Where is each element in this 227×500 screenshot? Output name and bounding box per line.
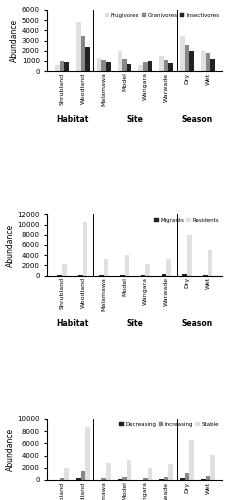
Text: Season: Season bbox=[181, 320, 212, 328]
Bar bbox=[96, 58, 101, 71]
Bar bbox=[83, 222, 87, 276]
Bar bbox=[186, 235, 191, 276]
Legend: Migrants, Residents: Migrants, Residents bbox=[153, 218, 219, 224]
Y-axis label: Abundance: Abundance bbox=[5, 224, 15, 266]
Bar bbox=[122, 60, 126, 71]
Bar bbox=[163, 60, 168, 71]
Legend: Frugivores, Granivores, Insectivores: Frugivores, Granivores, Insectivores bbox=[104, 13, 219, 19]
Bar bbox=[179, 36, 184, 71]
Bar bbox=[106, 62, 110, 71]
Text: Habitat: Habitat bbox=[56, 320, 88, 328]
Bar bbox=[188, 50, 193, 71]
Bar bbox=[143, 62, 147, 71]
Bar bbox=[207, 250, 212, 276]
Bar bbox=[76, 478, 80, 480]
Bar bbox=[117, 479, 122, 480]
Bar bbox=[159, 56, 163, 71]
Bar bbox=[161, 274, 165, 276]
Bar bbox=[99, 275, 103, 276]
Bar bbox=[168, 64, 172, 71]
Bar bbox=[168, 464, 172, 480]
Bar bbox=[59, 478, 64, 480]
Bar bbox=[126, 64, 131, 71]
Y-axis label: Abundance: Abundance bbox=[10, 19, 19, 62]
Bar bbox=[64, 62, 69, 71]
Bar bbox=[80, 472, 85, 480]
Bar bbox=[184, 474, 188, 480]
Bar bbox=[122, 476, 126, 480]
Bar bbox=[117, 50, 122, 71]
Bar bbox=[184, 44, 188, 71]
Bar bbox=[57, 275, 62, 276]
Bar bbox=[62, 264, 66, 276]
Bar bbox=[103, 259, 108, 276]
Text: Site: Site bbox=[126, 115, 143, 124]
Bar bbox=[85, 47, 89, 71]
Text: Site: Site bbox=[126, 320, 143, 328]
Bar bbox=[143, 478, 147, 480]
Bar bbox=[205, 476, 209, 480]
Bar bbox=[147, 62, 152, 71]
Text: Habitat: Habitat bbox=[56, 115, 88, 124]
Bar bbox=[188, 440, 193, 480]
Bar bbox=[85, 427, 89, 480]
Y-axis label: Abundance: Abundance bbox=[5, 428, 15, 471]
Bar bbox=[209, 60, 214, 71]
Bar bbox=[126, 460, 131, 480]
Bar bbox=[124, 255, 128, 276]
Text: Season: Season bbox=[181, 115, 212, 124]
Bar bbox=[59, 62, 64, 71]
Bar bbox=[145, 264, 149, 276]
Bar bbox=[64, 468, 69, 480]
Bar bbox=[182, 274, 186, 276]
Bar bbox=[101, 478, 106, 480]
Bar bbox=[106, 463, 110, 480]
Bar bbox=[165, 259, 170, 276]
Bar bbox=[78, 275, 83, 276]
Bar bbox=[76, 22, 80, 71]
Legend: Decreasing, Increasing, Stable: Decreasing, Increasing, Stable bbox=[118, 422, 219, 428]
Bar bbox=[119, 275, 124, 276]
Bar bbox=[55, 65, 59, 71]
Bar bbox=[163, 478, 168, 480]
Bar bbox=[205, 52, 209, 71]
Bar bbox=[179, 478, 184, 480]
Bar bbox=[209, 456, 214, 480]
Bar bbox=[200, 50, 205, 71]
Bar bbox=[101, 60, 106, 71]
Bar bbox=[138, 65, 143, 71]
Bar bbox=[202, 275, 207, 276]
Bar bbox=[140, 275, 145, 276]
Bar bbox=[147, 468, 152, 480]
Bar bbox=[80, 36, 85, 71]
